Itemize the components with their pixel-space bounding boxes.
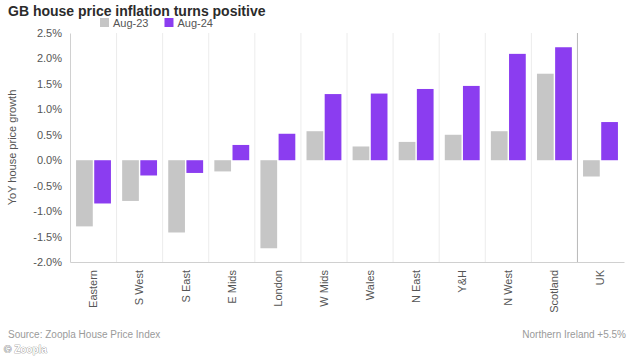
x-tick: London (272, 262, 284, 307)
x-tick: S West (133, 262, 145, 305)
x-tick-label: Eastern (87, 270, 99, 308)
x-tick-label: E Mids (226, 270, 238, 304)
separator (254, 33, 255, 262)
y-tick-label: 1.0% (37, 103, 62, 115)
x-tick: Wales (364, 262, 376, 300)
bar (445, 135, 462, 160)
legend-item: Aug-23 (100, 17, 148, 29)
separator (208, 33, 209, 262)
y-tick-label: -2.0% (33, 256, 62, 268)
y-tick: -2.0% (33, 256, 70, 268)
separator (347, 33, 348, 262)
bar (417, 89, 434, 160)
y-tick-label: -1.0% (33, 205, 62, 217)
legend: Aug-23 Aug-24 (100, 17, 213, 29)
bar (168, 160, 185, 232)
x-tick-label: UK (594, 269, 606, 285)
note: Northern Ireland +5.5% (522, 329, 626, 340)
x-tick: N West (502, 262, 514, 306)
x-tick-label: S East (180, 270, 192, 302)
x-tick-label: Y&H (456, 270, 468, 293)
bar (491, 131, 508, 160)
separator (485, 33, 486, 262)
y-axis-title: YoY house price growth (6, 90, 18, 206)
y-tick: -1.0% (33, 205, 70, 217)
x-tick: N East (410, 262, 422, 303)
bar (399, 142, 416, 160)
x-tick: S East (180, 262, 192, 302)
bar (353, 146, 370, 160)
x-tick-label: London (272, 270, 284, 307)
y-tick: 2.5% (37, 27, 70, 39)
separator (439, 33, 440, 262)
x-tick-label: S West (133, 270, 145, 305)
legend-label: Aug-24 (177, 17, 212, 29)
y-tick-label: 1.5% (37, 78, 62, 90)
bar (537, 74, 554, 161)
bar (509, 54, 526, 160)
y-tick: -1.5% (33, 231, 70, 243)
y-tick-label: -0.5% (33, 180, 62, 192)
bar (94, 160, 111, 203)
y-tick: 2.0% (37, 52, 70, 64)
y-tick-label: 2.0% (37, 52, 62, 64)
y-tick: -0.5% (33, 180, 70, 192)
y-axis: -2.0% -1.5% -1.0% -0.5% 0.0% 0.5% 1.0% 1.5% 2.0%… (33, 27, 70, 268)
x-tick-label: Scotland (548, 270, 560, 313)
bar (307, 131, 324, 160)
x-tick-label: N East (410, 270, 422, 303)
x-tick: E Mids (226, 262, 238, 304)
bar (233, 145, 250, 160)
x-tick-label: W Mids (318, 270, 330, 307)
source: Source: Zoopla House Price Index (8, 329, 160, 340)
bar (214, 160, 231, 171)
legend-item: Aug-24 (164, 17, 212, 29)
x-tick: W Mids (318, 262, 330, 307)
bar (325, 94, 342, 160)
x-tick-label: N West (502, 270, 514, 306)
y-axis-line (70, 34, 71, 263)
bar (279, 134, 296, 160)
y-tick-label: 0.0% (37, 154, 62, 166)
x-axis: Eastern S West S East E Mids London W Mids Wal… (71, 262, 625, 313)
bar (555, 47, 572, 160)
bars (76, 47, 618, 248)
y-tick-label: 0.5% (37, 129, 62, 141)
y-tick: 0.5% (37, 129, 70, 141)
credit: © Zoopla (4, 344, 47, 355)
bar (583, 160, 600, 176)
separator (162, 33, 163, 262)
separator (393, 33, 394, 262)
bar (122, 160, 139, 201)
x-tick-label: Wales (364, 270, 376, 301)
bar (260, 160, 277, 248)
x-tick: Scotland (548, 262, 560, 313)
bar (601, 122, 618, 160)
y-tick-label: 2.5% (37, 27, 62, 39)
legend-swatch (164, 18, 173, 27)
y-tick: 1.5% (37, 78, 70, 90)
y-tick: 0.0% (37, 154, 70, 166)
x-tick: Y&H (456, 262, 468, 293)
bar (140, 160, 157, 175)
bar (371, 94, 388, 161)
chart: GB house price inflation turns positive-… (0, 0, 634, 357)
x-axis-line (71, 262, 625, 263)
separator (577, 33, 578, 262)
y-tick-label: -1.5% (33, 231, 62, 243)
y-tick: 1.0% (37, 103, 70, 115)
bar (186, 160, 203, 173)
separator (116, 33, 117, 262)
separator (531, 33, 532, 262)
x-tick: Eastern (87, 262, 99, 308)
legend-swatch (100, 18, 109, 27)
legend-label: Aug-23 (113, 17, 148, 29)
x-tick: UK (594, 262, 606, 285)
separator (300, 33, 301, 262)
bar (76, 160, 93, 226)
bar (463, 86, 480, 160)
plot: -2.0% -1.5% -1.0% -0.5% 0.0% 0.5% 1.0% 1.5% 2.0%… (33, 27, 624, 313)
